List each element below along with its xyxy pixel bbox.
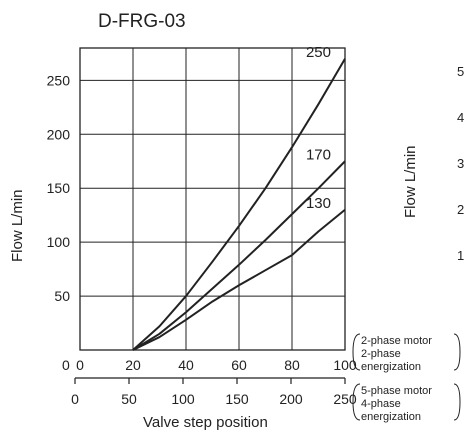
y-tick-label: 50	[54, 288, 70, 304]
series-label-250: 250	[306, 44, 331, 61]
partial-tick-label: 5	[457, 64, 464, 79]
note-line: 2-phase motor	[361, 335, 432, 347]
x2-tick-label: 150	[225, 391, 249, 407]
partial-y-axis-title: Flow L/min	[402, 145, 419, 218]
y-tick-label: 250	[47, 72, 71, 88]
x-axis-ticks-2phase: 0 20 40 60 80 100	[76, 357, 357, 373]
x2-tick-label: 100	[171, 391, 195, 407]
series-line-130	[132, 209, 346, 351]
y-zero-label: 0	[62, 357, 70, 373]
chart-title: D-FRG-03	[98, 11, 186, 32]
x2-tick-label: 250	[333, 391, 357, 407]
partial-tick-label: 2	[457, 202, 464, 217]
y-tick-label: 100	[47, 234, 71, 250]
partial-tick-label: 4	[457, 110, 464, 125]
plot-frame	[79, 47, 346, 351]
axis-note-5phase: 5-phase motor 4-phase energization	[352, 383, 461, 423]
series-label-170: 170	[306, 146, 331, 163]
y-axis-title: Flow L/min	[9, 189, 26, 262]
x-axis-ticks-5phase: 0 50 100 150 200 250	[71, 378, 357, 407]
note-line: energization	[361, 411, 421, 423]
partial-chart-ticks: 5 4 3 2 1	[457, 64, 464, 263]
series-line-170	[132, 160, 346, 351]
axis-note-2phase: 2-phase motor 2-phase energization	[352, 333, 461, 373]
x-tick-label: 80	[284, 357, 300, 373]
note-line: energization	[361, 361, 421, 373]
x-tick-label: 20	[125, 357, 141, 373]
curve-labels: 250 170 130	[306, 44, 331, 212]
note-line: 4-phase	[361, 398, 401, 410]
partial-tick-label: 1	[457, 248, 464, 263]
partial-tick-label: 3	[457, 156, 464, 171]
x-tick-label: 0	[76, 357, 84, 373]
x2-tick-label: 50	[121, 391, 137, 407]
note-line: 5-phase motor	[361, 385, 432, 397]
x-tick-label: 60	[231, 357, 247, 373]
x2-tick-label: 0	[71, 391, 79, 407]
series-line-250	[132, 58, 346, 351]
y-tick-label: 200	[47, 126, 71, 142]
flow-curves	[132, 58, 346, 351]
y-axis-ticks: 50 100 150 200 250	[47, 72, 71, 304]
x-tick-label: 40	[178, 357, 194, 373]
x2-tick-label: 200	[279, 391, 303, 407]
chart-grid	[80, 48, 345, 350]
x-axis-title: Valve step position	[143, 414, 268, 431]
series-label-130: 130	[306, 195, 331, 212]
y-tick-label: 150	[47, 180, 71, 196]
note-line: 2-phase	[361, 348, 401, 360]
x-tick-label: 100	[333, 357, 357, 373]
